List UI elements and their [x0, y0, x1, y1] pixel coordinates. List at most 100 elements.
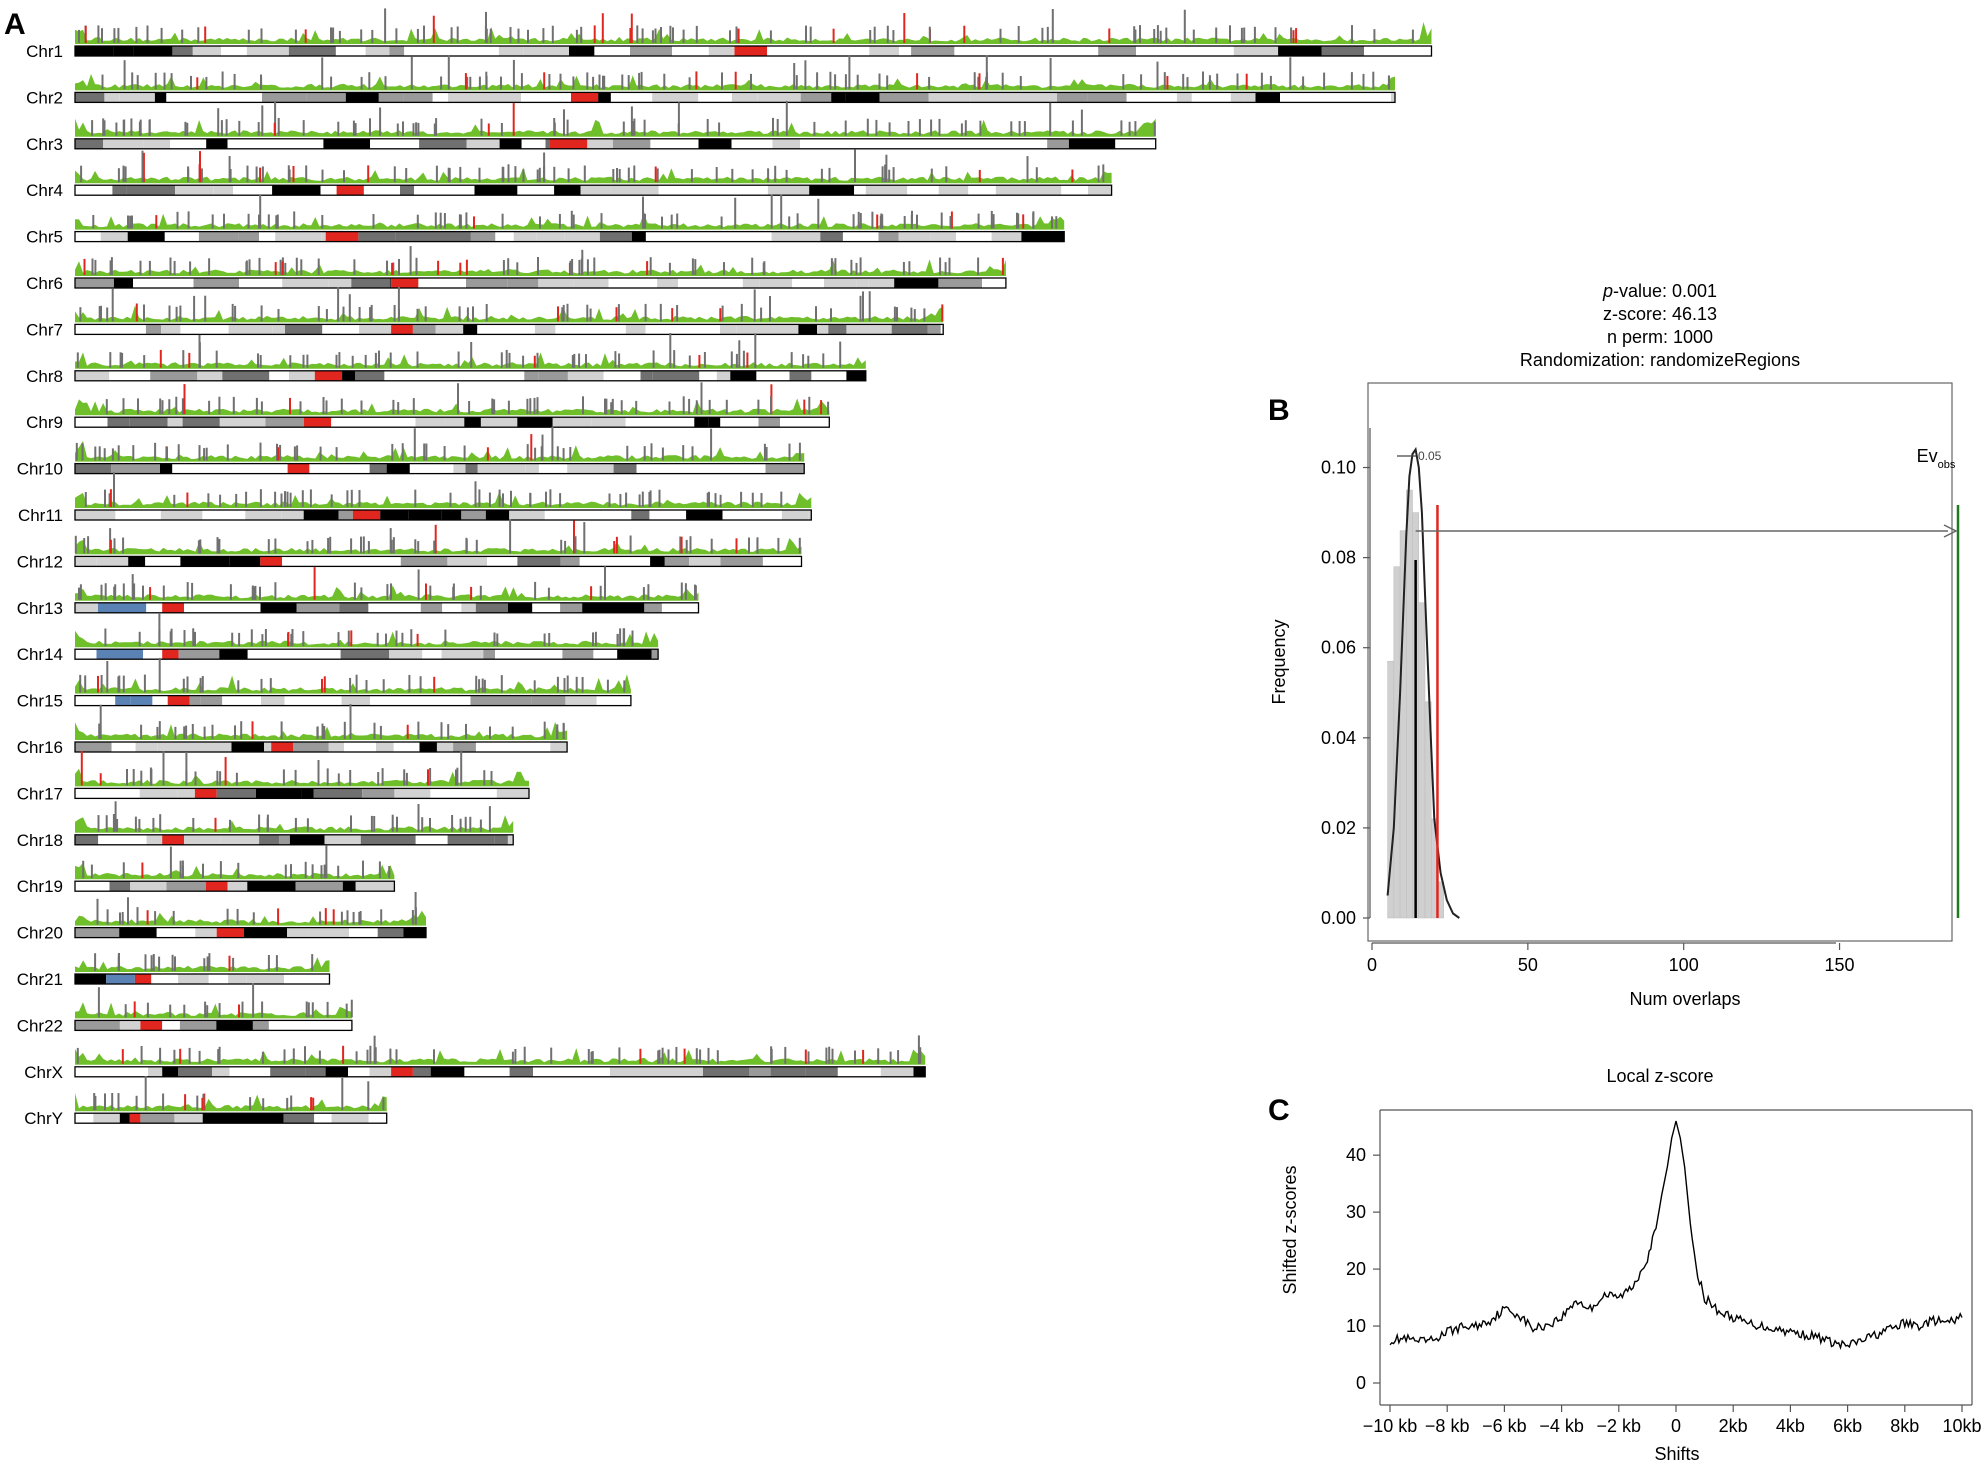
ideogram-outline: [74, 45, 1433, 57]
chromosome-band: [182, 417, 220, 428]
chromosome-band: [221, 46, 247, 56]
chromosome-band: [238, 231, 259, 242]
chromosome-band: [271, 742, 293, 752]
chromosome-band: [201, 695, 223, 706]
chromosome-band: [437, 742, 454, 752]
chromosome-band: [587, 138, 613, 149]
chromosome-band: [477, 46, 499, 56]
ideogram-outline: [74, 926, 427, 939]
chromosome-band: [465, 46, 478, 56]
chromosome-band: [157, 602, 163, 613]
zscore-text: z-score: 46.13: [1603, 304, 1717, 324]
chromosome-band: [135, 742, 158, 752]
chromosome-band: [521, 324, 535, 335]
chromosome-band: [402, 695, 427, 706]
localz-x-tick-label: −8 kb: [1425, 1416, 1470, 1436]
chromosome-band: [360, 834, 383, 845]
permtest-panel: p-value: 0.001 z-score: 46.13 n perm: 10…: [1269, 281, 1960, 1009]
chromosome-label: Chr4: [26, 181, 63, 200]
chromosome-band: [837, 1066, 881, 1077]
chromosome-band: [608, 278, 658, 288]
chromosome-band: [658, 185, 706, 196]
chromosome-chr3: Chr3: [26, 100, 1157, 154]
chromosome-band: [264, 742, 272, 752]
chromosome-band: [419, 138, 467, 149]
chromosome-band: [212, 1066, 230, 1077]
chromosome-band: [130, 695, 153, 706]
randomization-text: Randomization: randomizeRegions: [1520, 350, 1800, 370]
chromosome-band: [620, 602, 645, 613]
chromosome-band: [172, 463, 212, 474]
chromosome-band: [617, 649, 652, 660]
chromosome-band: [162, 834, 184, 845]
chromosome-band: [831, 92, 846, 103]
chromosome-band: [1280, 92, 1315, 103]
chromosome-band: [879, 92, 929, 103]
chromosome-band: [282, 278, 329, 288]
chromosome-band: [394, 788, 431, 799]
chromosome-band: [525, 463, 539, 474]
chromosome-band: [328, 742, 344, 752]
chromosome-band: [300, 138, 324, 149]
chromosome-band: [412, 1066, 431, 1077]
chromosome-band: [393, 742, 420, 752]
chromosome-band: [355, 881, 395, 892]
chromosome-band: [419, 742, 437, 752]
chromosome-band: [1011, 92, 1057, 103]
chromosome-band: [404, 46, 450, 56]
chromosome-band: [288, 46, 336, 56]
density-area: [75, 1048, 926, 1064]
chromosome-band: [809, 185, 855, 196]
chromosome-band: [560, 556, 580, 567]
histogram-bar: [1406, 489, 1413, 919]
chromosome-band: [321, 231, 326, 242]
chromosome-band: [610, 92, 653, 103]
chromosome-band: [1176, 92, 1192, 103]
chromosome-chr2: Chr2: [26, 55, 1396, 107]
chromosome-band: [370, 695, 403, 706]
chromosome-band: [293, 742, 329, 752]
chromosome-band: [269, 370, 289, 381]
chromosome-band: [332, 1020, 352, 1031]
chromosome-band: [202, 1113, 249, 1124]
chromosome-band: [846, 370, 866, 381]
chromosome-band: [664, 556, 689, 567]
chromosome-band: [383, 834, 416, 845]
chromosome-band: [538, 278, 574, 288]
ideogram-outline: [74, 880, 396, 892]
chromosome-band: [222, 695, 261, 706]
chromosome-band: [104, 92, 120, 103]
chromosome-band: [119, 927, 157, 938]
chromosome-band: [227, 602, 261, 613]
localz-y-tick-label: 40: [1346, 1145, 1366, 1165]
chromosome-band: [177, 788, 195, 799]
chromosome-band: [205, 881, 228, 892]
chromosome-band: [730, 463, 766, 474]
chromosome-band: [1190, 46, 1234, 56]
chromosome-band: [698, 92, 732, 103]
chromosome-band: [378, 417, 398, 428]
chromosome-band: [536, 231, 565, 242]
chromosome-chr7: Chr7: [26, 286, 944, 339]
chromosome-band: [391, 1066, 413, 1077]
chromosome-band: [708, 417, 721, 428]
chromosome-band: [631, 231, 646, 242]
chromosome-chr19: Chr19: [17, 845, 396, 896]
chromosome-band: [430, 788, 462, 799]
chromosome-band: [716, 370, 731, 381]
chromosome-label: Chr13: [17, 599, 63, 618]
chromosome-band: [724, 231, 756, 242]
chromosome-band: [868, 278, 895, 288]
chromosome-band: [591, 417, 626, 428]
chromosome-band: [378, 92, 404, 103]
chromosome-band: [133, 278, 157, 288]
permtest-x-tick-label: 150: [1825, 955, 1855, 975]
chromosome-band: [199, 92, 236, 103]
chromosome-band: [161, 324, 181, 335]
chromosome-band: [573, 278, 609, 288]
chromosome-chr22: Chr22: [17, 983, 353, 1035]
chromosome-band: [75, 510, 116, 520]
chromosome-band: [674, 324, 720, 335]
permtest-y-tick-label: 0.06: [1321, 638, 1356, 658]
chromosome-band: [150, 370, 198, 381]
